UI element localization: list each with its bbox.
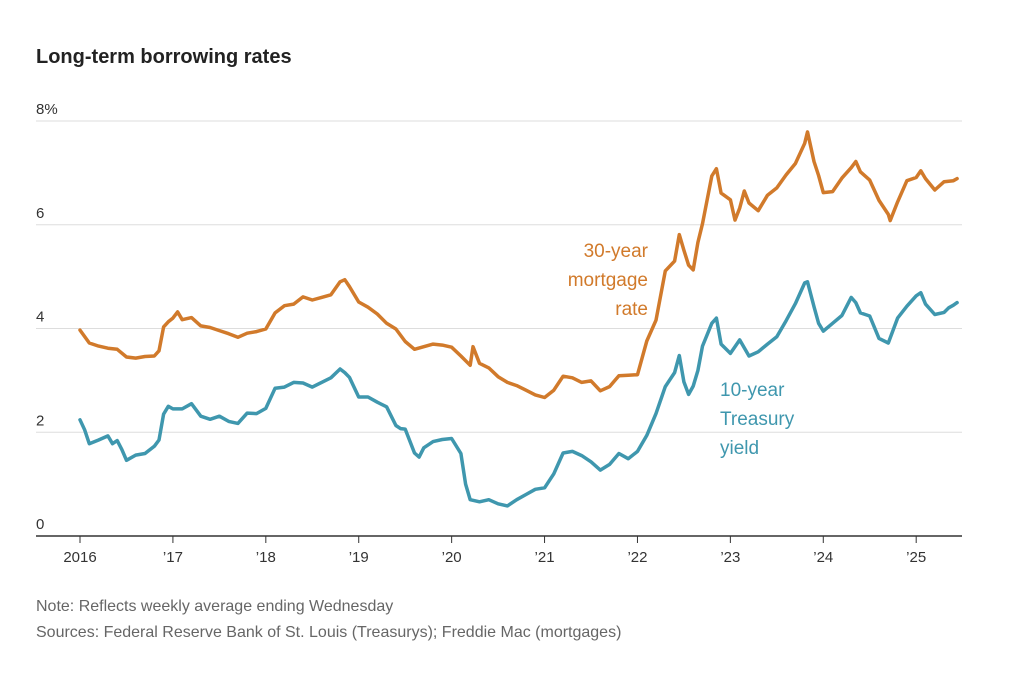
y-tick-label: 6 <box>36 205 44 222</box>
x-tick-label: ’18 <box>256 549 276 566</box>
x-tick-label: ’24 <box>813 549 833 566</box>
treasury-series-label: 10-year <box>720 380 785 401</box>
x-tick-label: 2016 <box>63 549 96 566</box>
y-tick-label: 8% <box>36 101 58 118</box>
x-tick-label: ’25 <box>906 549 926 566</box>
y-tick-label: 0 <box>36 516 44 533</box>
x-tick-label: ’17 <box>163 549 183 566</box>
chart-title: Long-term borrowing rates <box>36 46 292 68</box>
series-lines <box>78 130 959 508</box>
y-axis-ticks: 0 2 4 6 8% <box>36 101 58 533</box>
treasury-yield-line <box>78 280 959 508</box>
mortgage-series-label: mortgage <box>568 270 648 291</box>
x-tick-label: ’22 <box>627 549 647 566</box>
x-tick-label: ’23 <box>720 549 740 566</box>
x-tick-label: ’20 <box>442 549 462 566</box>
treasury-series-label: Treasury <box>720 409 795 430</box>
y-tick-label: 4 <box>36 309 44 326</box>
y-tick-label: 2 <box>36 412 44 429</box>
chart-note: Note: Reflects weekly average ending Wed… <box>36 598 394 615</box>
chart-sources: Sources: Federal Reserve Bank of St. Lou… <box>36 624 622 641</box>
x-axis-ticks: 2016 ’17 ’18 ’19 ’20 ’21 ’22 ’23 ’24 ’25 <box>63 536 926 566</box>
mortgage-rate-line <box>78 130 959 400</box>
mortgage-series-label: 30-year <box>584 241 649 262</box>
x-tick-label: ’19 <box>349 549 369 566</box>
gridlines <box>36 120 962 433</box>
series-labels: 30-year mortgage rate 10-year Treasury yield <box>568 241 795 459</box>
treasury-series-label: yield <box>720 438 759 459</box>
x-tick-label: ’21 <box>535 549 555 566</box>
mortgage-series-label: rate <box>615 299 648 320</box>
